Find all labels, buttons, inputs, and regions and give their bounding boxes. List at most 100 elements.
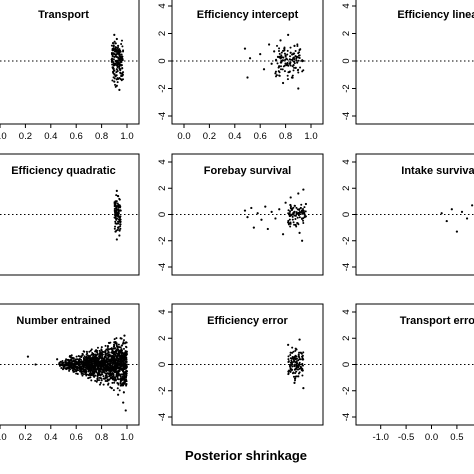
- data-point: [112, 377, 115, 380]
- data-point: [73, 363, 76, 366]
- data-point: [106, 367, 109, 370]
- data-point: [123, 357, 126, 360]
- data-point: [82, 373, 85, 376]
- data-point: [301, 364, 304, 367]
- data-point: [119, 71, 122, 74]
- data-point: [123, 352, 126, 355]
- x-tick-label: 0.4: [44, 131, 57, 142]
- data-point: [281, 233, 285, 236]
- data-point: [460, 210, 464, 213]
- data-point: [280, 51, 283, 54]
- data-point: [74, 368, 77, 371]
- data-point: [112, 358, 115, 361]
- data-point: [102, 366, 105, 369]
- data-point: [26, 355, 30, 358]
- data-point: [115, 189, 118, 192]
- data-point: [118, 55, 121, 58]
- data-point: [114, 222, 117, 225]
- data-point: [286, 63, 289, 66]
- data-point: [70, 354, 73, 357]
- data-point: [82, 356, 85, 359]
- data-point: [110, 351, 113, 354]
- data-point: [294, 379, 297, 382]
- data-point: [88, 355, 91, 358]
- x-tick-label: 0.8: [95, 131, 108, 142]
- panel-title: Efficiency linear: [397, 9, 474, 21]
- data-point: [118, 77, 121, 80]
- data-point: [100, 346, 103, 349]
- data-point: [122, 391, 125, 394]
- data-point: [119, 359, 122, 362]
- data-point: [96, 366, 99, 369]
- data-point: [125, 364, 128, 367]
- data-point: [114, 362, 117, 365]
- data-point: [93, 370, 96, 373]
- y-tick-label: 4: [157, 309, 168, 314]
- data-point: [79, 360, 82, 363]
- x-tick-label: -0.5: [398, 432, 414, 443]
- data-point: [298, 54, 301, 57]
- data-point: [116, 228, 119, 231]
- data-point: [116, 374, 119, 377]
- data-point: [455, 230, 458, 233]
- data-point: [116, 194, 119, 197]
- data-point: [98, 383, 101, 386]
- y-tick-label: -4: [341, 413, 352, 421]
- data-point: [121, 378, 124, 381]
- data-point: [278, 56, 281, 59]
- data-point: [284, 62, 287, 65]
- data-point: [112, 352, 115, 355]
- data-point: [289, 196, 292, 199]
- data-point: [96, 374, 99, 377]
- data-point: [92, 354, 95, 357]
- data-point: [95, 371, 98, 374]
- data-point: [108, 368, 111, 371]
- data-point: [94, 361, 97, 364]
- x-tick-label: 0.6: [70, 432, 83, 443]
- data-point: [277, 66, 280, 69]
- data-point: [113, 73, 116, 76]
- data-point: [119, 58, 122, 61]
- data-point: [119, 364, 122, 367]
- data-point: [80, 362, 83, 365]
- data-point: [284, 58, 287, 61]
- data-point: [107, 382, 110, 385]
- data-point: [296, 45, 299, 48]
- data-point: [115, 337, 118, 340]
- data-point: [292, 69, 295, 72]
- data-point: [302, 222, 305, 225]
- data-point: [83, 350, 86, 353]
- data-point: [61, 364, 64, 367]
- data-point: [301, 210, 304, 213]
- data-point: [71, 363, 74, 366]
- y-tick-label: 2: [157, 186, 168, 191]
- data-point: [117, 348, 120, 351]
- data-point: [100, 372, 103, 375]
- data-point: [122, 368, 125, 371]
- data-point: [93, 375, 96, 378]
- data-point: [114, 55, 117, 58]
- x-tick-label: 0.2: [19, 131, 32, 142]
- data-point: [104, 344, 107, 347]
- data-point: [110, 52, 113, 55]
- data-point: [115, 194, 118, 197]
- data-point: [111, 360, 114, 363]
- data-point: [289, 61, 292, 64]
- y-tick-label: 0: [157, 362, 168, 367]
- data-point: [301, 239, 304, 242]
- data-point: [274, 217, 277, 220]
- data-point: [116, 65, 119, 68]
- data-point: [117, 204, 120, 207]
- data-point: [262, 68, 266, 71]
- data-point: [117, 393, 120, 396]
- data-point: [125, 358, 128, 361]
- data-point: [296, 362, 299, 365]
- data-point: [301, 218, 304, 221]
- data-point: [293, 60, 296, 63]
- data-point: [95, 380, 98, 383]
- data-point: [90, 348, 93, 351]
- data-point: [286, 53, 289, 56]
- data-point: [248, 57, 252, 60]
- data-point: [288, 369, 291, 372]
- y-tick-label: -4: [341, 112, 352, 120]
